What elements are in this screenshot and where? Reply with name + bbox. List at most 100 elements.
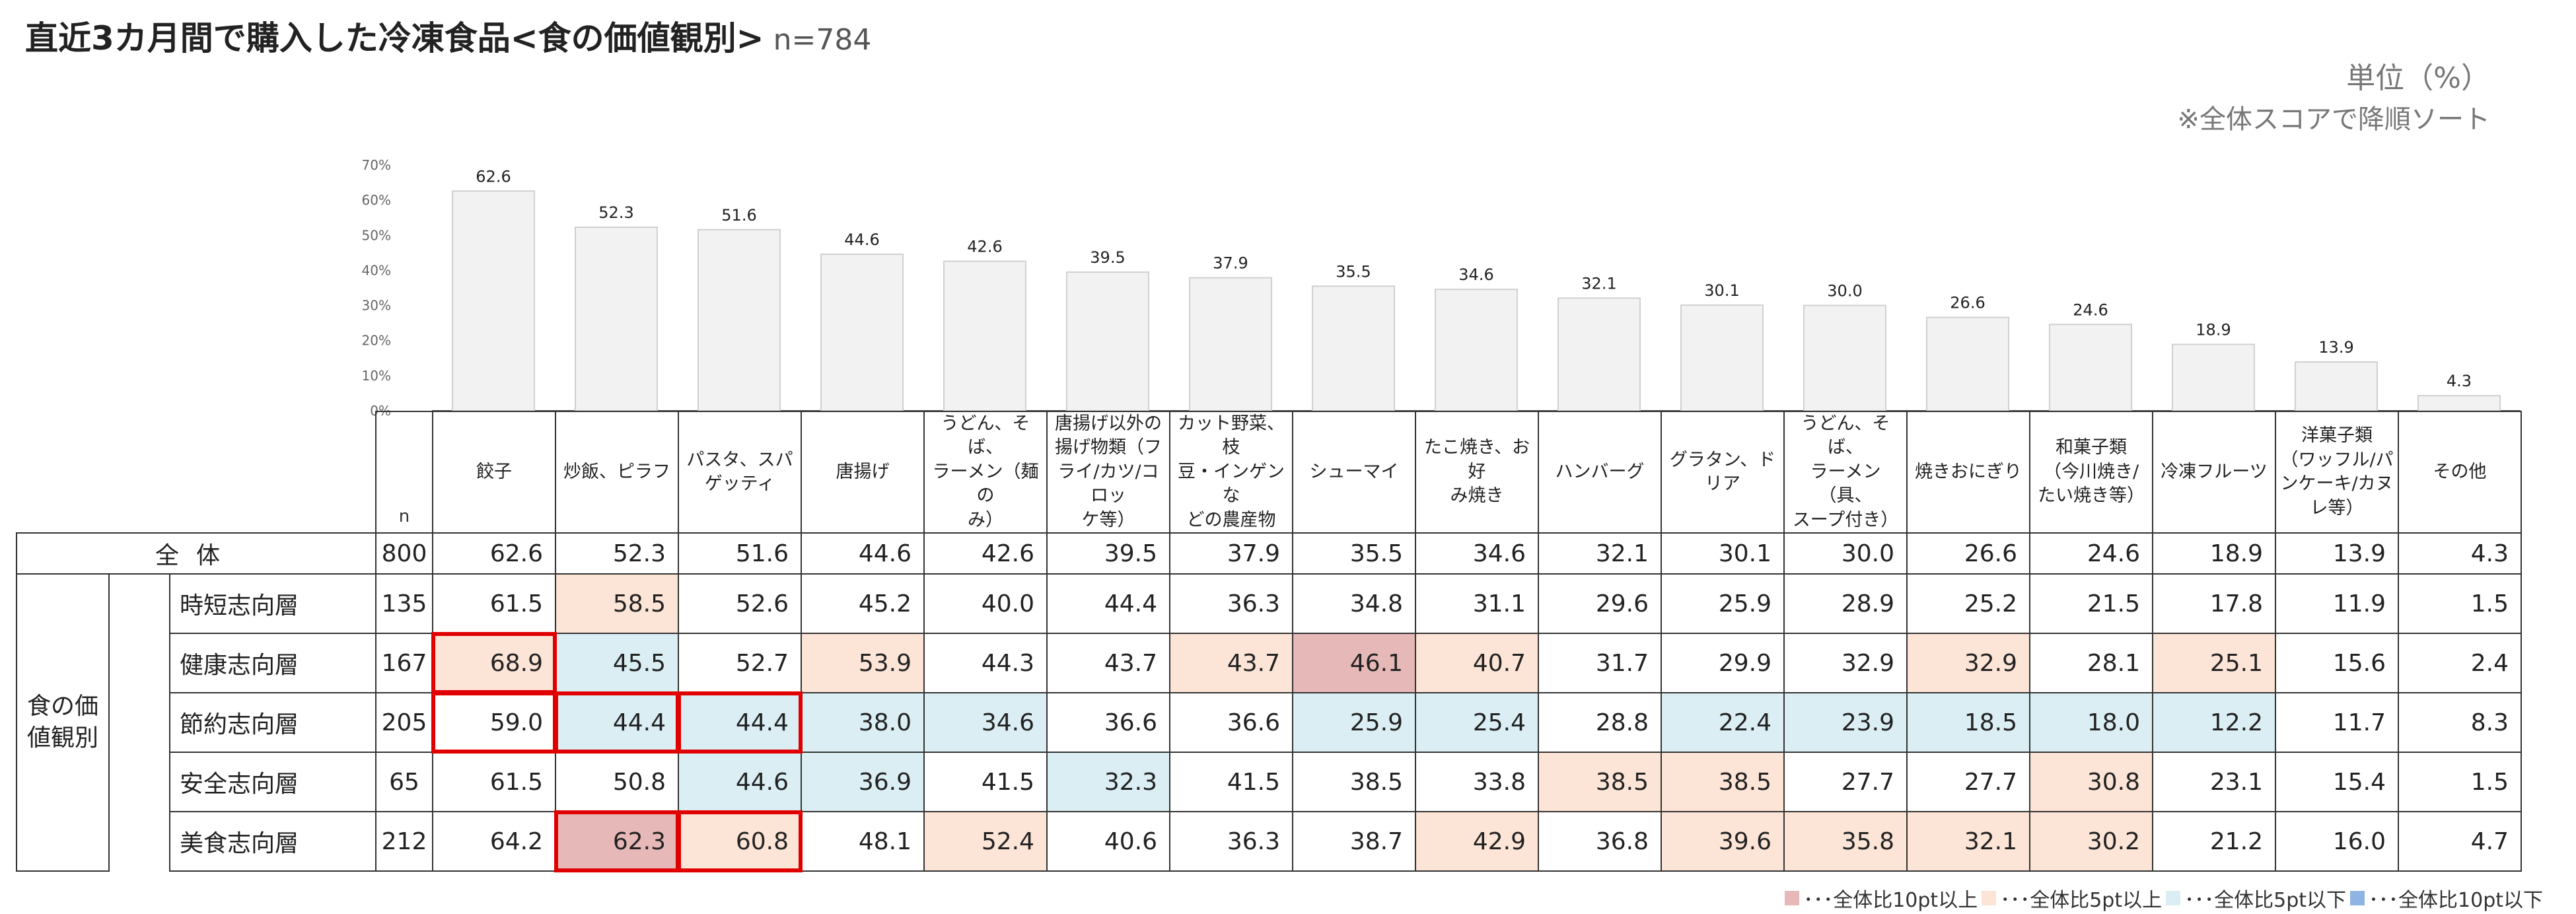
- column-header-line: ハンバーグ: [1555, 461, 1645, 482]
- value-text: 41.5: [981, 768, 1035, 796]
- value-text: 22.4: [1718, 709, 1772, 736]
- cell-value: 34.6: [923, 692, 1048, 754]
- cell-value: 48.1: [801, 811, 925, 872]
- cell-value: 30.2: [2029, 811, 2154, 872]
- value-text: 25.1: [2209, 649, 2264, 677]
- n-value: 65: [389, 768, 419, 796]
- legend-swatch: [1785, 891, 1800, 905]
- cell-value: 23.1: [2152, 752, 2277, 813]
- legend-label: ･･･全体比10pt以上: [1803, 889, 1978, 912]
- cell-value: 43.7: [1046, 633, 1171, 694]
- cell-value: 36.3: [1169, 811, 1294, 872]
- column-header-line: 洋菓子類: [2301, 425, 2373, 446]
- cell-value: 25.2: [1906, 573, 2031, 635]
- column-header: うどん、そば、 ラーメン（麺の み）: [923, 410, 1048, 534]
- value-text: 48.1: [858, 827, 912, 855]
- page-title: 直近3カ月間で購入した冷凍食品<食の価値観別> n=784: [25, 12, 871, 59]
- cell-value: 33.8: [1415, 752, 1540, 813]
- cell-value: 50.8: [555, 752, 680, 813]
- bar-data-label: 30.1: [1704, 281, 1739, 300]
- cell-value: 26.6: [1906, 532, 2031, 575]
- column-header-line: たこ焼き、お好: [1423, 437, 1530, 482]
- value-text: 50.8: [612, 768, 666, 796]
- row-n: 212: [375, 811, 434, 872]
- cell-value: 53.9: [801, 633, 925, 694]
- cell-value: 34.8: [1292, 573, 1417, 635]
- bar: [2417, 395, 2501, 411]
- cell-value: 1.5: [2398, 573, 2522, 635]
- value-text: 59.0: [489, 709, 544, 736]
- segment-label-text: 時短志向層: [180, 592, 299, 620]
- table-row-segment: 安全志向層 65 61.5 50.8 44.6 36.9 41.5 32.3 41.5 38.5 3…: [17, 752, 2522, 813]
- y-tick-label: 50%: [362, 227, 391, 243]
- cell-value: 30.0: [1783, 532, 1908, 575]
- title-text: 直近3カ月間で購入した冷凍食品<食の価値観別>: [25, 19, 764, 57]
- bar: [698, 228, 781, 411]
- cell-value: 25.9: [1661, 573, 1785, 635]
- value-text: 62.3: [612, 827, 666, 855]
- cell-value: 32.9: [1783, 633, 1908, 694]
- group-label-text: 食の価値観別: [26, 692, 98, 752]
- value-text: 4.3: [2470, 540, 2509, 567]
- value-text: 36.3: [1227, 590, 1281, 617]
- cell-value: 44.6: [678, 752, 803, 813]
- cell-value: 29.6: [1538, 573, 1663, 635]
- column-header-line: カット野菜、枝: [1178, 413, 1285, 458]
- column-header: ハンバーグ: [1538, 410, 1663, 534]
- value-text: 38.5: [1718, 768, 1772, 796]
- column-header-line: み）: [968, 509, 1004, 530]
- bar-data-label: 35.5: [1336, 262, 1371, 281]
- value-text: 44.6: [858, 540, 912, 567]
- indent-cell: [108, 633, 170, 693]
- value-text: 13.9: [2332, 540, 2386, 567]
- cell-value: 38.7: [1292, 811, 1417, 872]
- cell-value: 37.9: [1169, 532, 1294, 575]
- cell-value: 8.3: [2398, 692, 2522, 754]
- cell-value: 32.9: [1906, 633, 2031, 694]
- cell-value: 22.4: [1661, 692, 1785, 754]
- legend-swatch: [2166, 891, 2181, 905]
- legend-item: ･･･全体比10pt以下: [2350, 884, 2543, 913]
- cell-value: 46.1: [1292, 633, 1417, 694]
- bar: [943, 260, 1026, 411]
- cell-value: 61.5: [432, 573, 557, 635]
- cell-value: 36.3: [1169, 573, 1294, 635]
- value-text: 24.6: [2087, 540, 2141, 567]
- value-text: 36.6: [1227, 709, 1281, 736]
- legend: ･･･全体比10pt以上 ･･･全体比5pt以上 ･･･全体比5pt以下 ･･･全体比…: [1781, 884, 2543, 913]
- bar-data-label: 24.6: [2073, 300, 2108, 319]
- value-text: 27.7: [1964, 768, 2018, 796]
- cell-value: 21.5: [2029, 573, 2154, 635]
- bar: [575, 227, 658, 411]
- cell-value: 16.0: [2275, 811, 2400, 872]
- bar: [2295, 361, 2378, 411]
- row-n: 65: [375, 752, 434, 813]
- cell-value: 28.9: [1783, 573, 1908, 635]
- cell-value: 35.5: [1292, 532, 1417, 575]
- value-text: 31.1: [1472, 590, 1526, 617]
- column-header-line: 揚げ物類（フ: [1055, 437, 1163, 458]
- column-header-line: ラーメン（麺の: [932, 461, 1039, 507]
- cell-value: 32.3: [1046, 752, 1171, 813]
- column-header-line: たい焼き等）: [2038, 485, 2145, 507]
- value-text: 44.4: [1104, 590, 1158, 617]
- table-row-segment: 美食志向層 212 64.2 62.3 60.8 48.1 52.4 40.6 36.3 38.7…: [17, 810, 2522, 873]
- cell-value: 25.9: [1292, 692, 1417, 754]
- segment-label: 健康志向層: [170, 633, 377, 694]
- header-row: n 餃子 炒飯、ピラフ パスタ、スパ ゲッティ 唐揚げ うどん、そば、 ラーメン（麺の み） 唐揚…: [17, 410, 2522, 534]
- value-text: 30.8: [2087, 768, 2141, 796]
- bar-data-label: 32.1: [1581, 274, 1616, 293]
- legend-item: ･･･全体比5pt以下: [2166, 884, 2346, 913]
- cell-value: 17.8: [2152, 573, 2277, 635]
- column-header-line: ゲッティ: [704, 474, 775, 495]
- value-text: 38.5: [1595, 768, 1649, 796]
- column-header-line: 唐揚げ以外の: [1055, 413, 1163, 434]
- cell-value: 45.5: [555, 633, 680, 694]
- bar: [452, 190, 535, 411]
- bar: [1189, 277, 1272, 411]
- column-header-line: ライ/カツ/コロッ: [1057, 461, 1159, 507]
- value-text: 30.1: [1718, 540, 1772, 567]
- cell-value: 52.6: [678, 573, 803, 635]
- cell-value: 52.7: [678, 633, 803, 694]
- sort-note: ※全体スコアで降順ソート: [2177, 104, 2490, 135]
